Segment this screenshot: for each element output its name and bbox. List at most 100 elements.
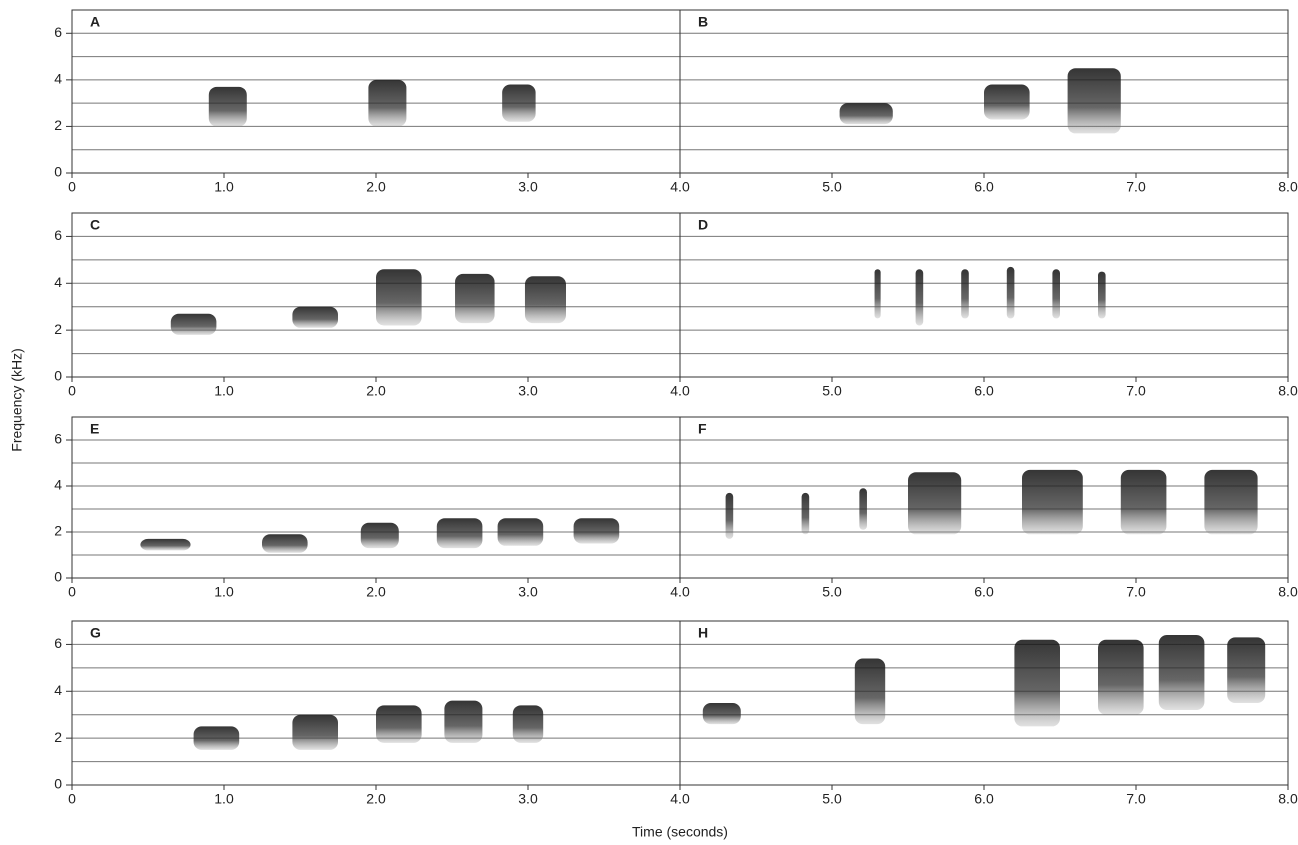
panel-label: A: [90, 14, 100, 30]
syllable: [1052, 269, 1060, 318]
y-tick-label: 6: [54, 431, 62, 447]
syllable: [376, 269, 422, 325]
panel-label: F: [698, 421, 707, 437]
panel-label: B: [698, 14, 708, 30]
x-tick-label: 1.0: [214, 383, 234, 399]
x-tick-label: 3.0: [518, 791, 538, 807]
y-tick-label: 2: [54, 523, 62, 539]
y-tick-label: 6: [54, 227, 62, 243]
syllable: [703, 703, 741, 724]
y-axis-label: Frequency (kHz): [9, 348, 25, 451]
panel-label: G: [90, 625, 101, 641]
syllable: [574, 518, 620, 543]
syllable: [502, 85, 535, 122]
x-axis-label: Time (seconds): [632, 824, 728, 840]
syllable: [455, 274, 495, 323]
x-tick-label: 2.0: [366, 584, 386, 600]
syllable: [1204, 470, 1257, 534]
panel-label: C: [90, 217, 100, 233]
syllable: [1022, 470, 1083, 534]
x-tick-label: 4.0: [670, 584, 690, 600]
x-tick-label: 5.0: [822, 791, 842, 807]
syllable: [1068, 68, 1121, 133]
x-tick-label: 7.0: [1126, 584, 1146, 600]
syllable: [171, 314, 217, 335]
syllable: [916, 269, 924, 325]
x-tick-label: 6.0: [974, 584, 994, 600]
syllable: [368, 80, 406, 127]
panel-label: D: [698, 217, 708, 233]
x-tick-label: 5.0: [822, 383, 842, 399]
x-tick-label: 4.0: [670, 179, 690, 195]
panel-label: H: [698, 625, 708, 641]
panel-label: E: [90, 421, 99, 437]
y-tick-label: 6: [54, 635, 62, 651]
x-tick-label: 0: [68, 179, 76, 195]
syllable: [875, 269, 881, 318]
x-tick-label: 1.0: [214, 791, 234, 807]
syllable: [855, 658, 885, 724]
y-tick-label: 0: [54, 569, 62, 585]
x-tick-label: 1.0: [214, 179, 234, 195]
syllable: [1121, 470, 1167, 534]
x-tick-label: 1.0: [214, 584, 234, 600]
x-tick-label: 3.0: [518, 383, 538, 399]
x-tick-label: 7.0: [1126, 383, 1146, 399]
y-tick-label: 0: [54, 368, 62, 384]
y-tick-label: 4: [54, 477, 62, 493]
syllable: [961, 269, 969, 318]
syllable: [194, 726, 240, 749]
syllable: [444, 701, 482, 743]
x-tick-label: 8.0: [1278, 584, 1298, 600]
x-tick-label: 2.0: [366, 179, 386, 195]
x-tick-label: 3.0: [518, 584, 538, 600]
x-tick-label: 8.0: [1278, 179, 1298, 195]
syllable: [984, 85, 1030, 120]
syllable: [498, 518, 544, 546]
syllable: [262, 534, 308, 552]
y-tick-label: 6: [54, 24, 62, 40]
syllable: [802, 493, 810, 534]
x-tick-label: 0: [68, 791, 76, 807]
syllable: [376, 705, 422, 742]
x-tick-label: 8.0: [1278, 383, 1298, 399]
x-tick-label: 4.0: [670, 383, 690, 399]
x-tick-label: 3.0: [518, 179, 538, 195]
y-tick-label: 4: [54, 274, 62, 290]
x-tick-label: 2.0: [366, 791, 386, 807]
syllable: [1007, 267, 1015, 319]
syllable: [1014, 640, 1060, 727]
syllable: [140, 539, 190, 551]
y-tick-label: 4: [54, 71, 62, 87]
syllable: [209, 87, 247, 127]
x-tick-label: 5.0: [822, 179, 842, 195]
syllable: [840, 103, 893, 124]
syllable: [292, 715, 338, 750]
syllable: [513, 705, 543, 742]
syllable: [292, 307, 338, 328]
x-tick-label: 7.0: [1126, 179, 1146, 195]
x-tick-label: 0: [68, 383, 76, 399]
x-tick-label: 7.0: [1126, 791, 1146, 807]
x-tick-label: 8.0: [1278, 791, 1298, 807]
x-tick-label: 4.0: [670, 791, 690, 807]
syllable: [361, 523, 399, 548]
syllable: [525, 276, 566, 323]
y-tick-label: 2: [54, 321, 62, 337]
x-tick-label: 0: [68, 584, 76, 600]
syllable: [859, 488, 867, 529]
y-tick-label: 2: [54, 117, 62, 133]
syllable: [1227, 637, 1265, 703]
figure: Frequency (kHz) Time (seconds) 0 2 4 6 0 1.0 2…: [0, 0, 1298, 845]
y-tick-label: 2: [54, 729, 62, 745]
x-tick-label: 6.0: [974, 383, 994, 399]
x-tick-label: 6.0: [974, 179, 994, 195]
syllable: [1098, 640, 1144, 715]
x-tick-label: 5.0: [822, 584, 842, 600]
syllable: [908, 472, 961, 534]
syllable: [726, 493, 734, 539]
x-tick-label: 2.0: [366, 383, 386, 399]
x-tick-label: 6.0: [974, 791, 994, 807]
y-tick-label: 0: [54, 776, 62, 792]
y-tick-label: 4: [54, 682, 62, 698]
